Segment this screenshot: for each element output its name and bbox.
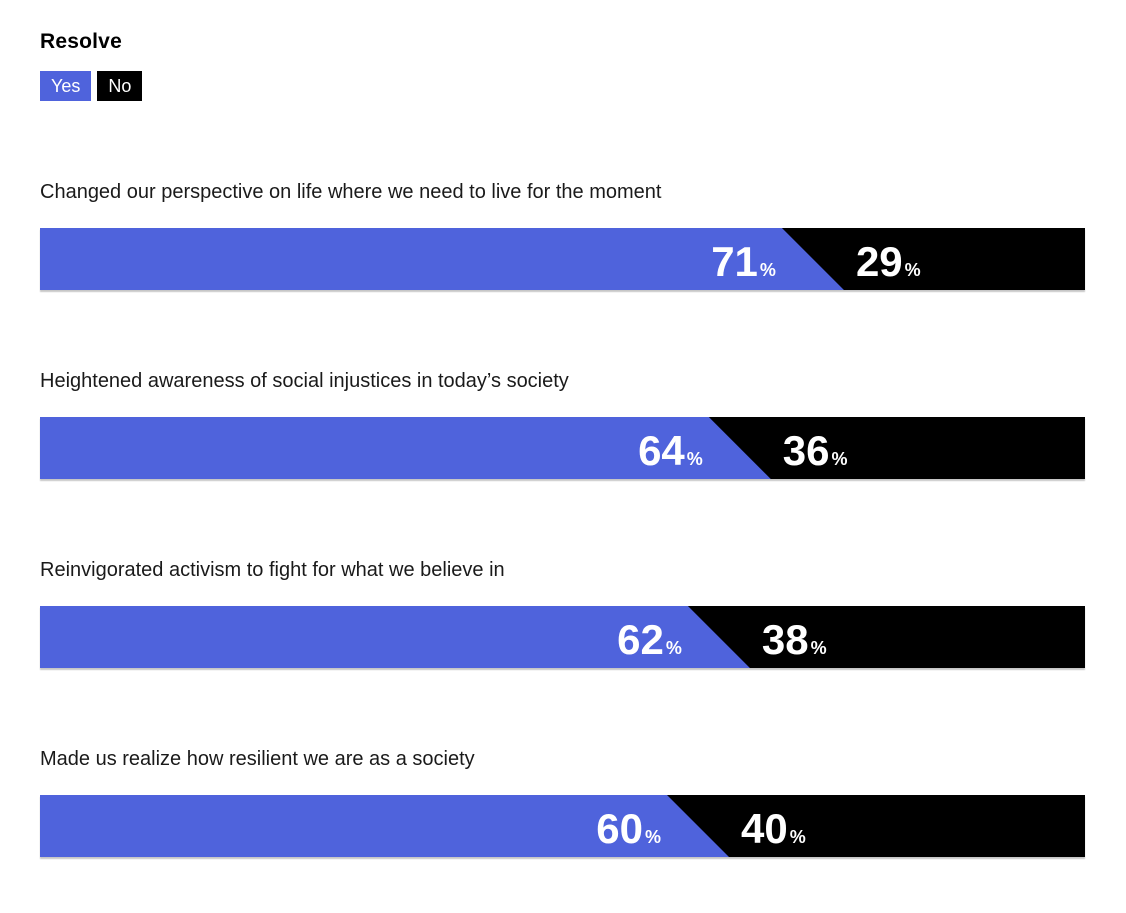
bar: 60% 40% bbox=[40, 795, 1085, 857]
chart-row: Changed our perspective on life where we… bbox=[40, 179, 1085, 290]
bar: 71% 29% bbox=[40, 228, 1085, 290]
category-label: Reinvigorated activism to fight for what… bbox=[40, 559, 505, 581]
chart-title: Resolve bbox=[40, 30, 122, 53]
legend-item-yes: Yes bbox=[40, 71, 92, 101]
legend-item-no: No bbox=[97, 71, 143, 101]
category-label: Made us realize how resilient we are as … bbox=[40, 748, 475, 770]
chart-row: Made us realize how resilient we are as … bbox=[40, 746, 1085, 857]
legend: Yes No bbox=[40, 71, 1085, 101]
bar: 64% 36% bbox=[40, 417, 1085, 479]
category-label: Changed our perspective on life where we… bbox=[40, 181, 662, 203]
chart-row: Heightened awareness of social injustice… bbox=[40, 368, 1085, 479]
chart-row: Reinvigorated activism to fight for what… bbox=[40, 557, 1085, 668]
category-label: Heightened awareness of social injustice… bbox=[40, 370, 569, 392]
bar: 62% 38% bbox=[40, 606, 1085, 668]
